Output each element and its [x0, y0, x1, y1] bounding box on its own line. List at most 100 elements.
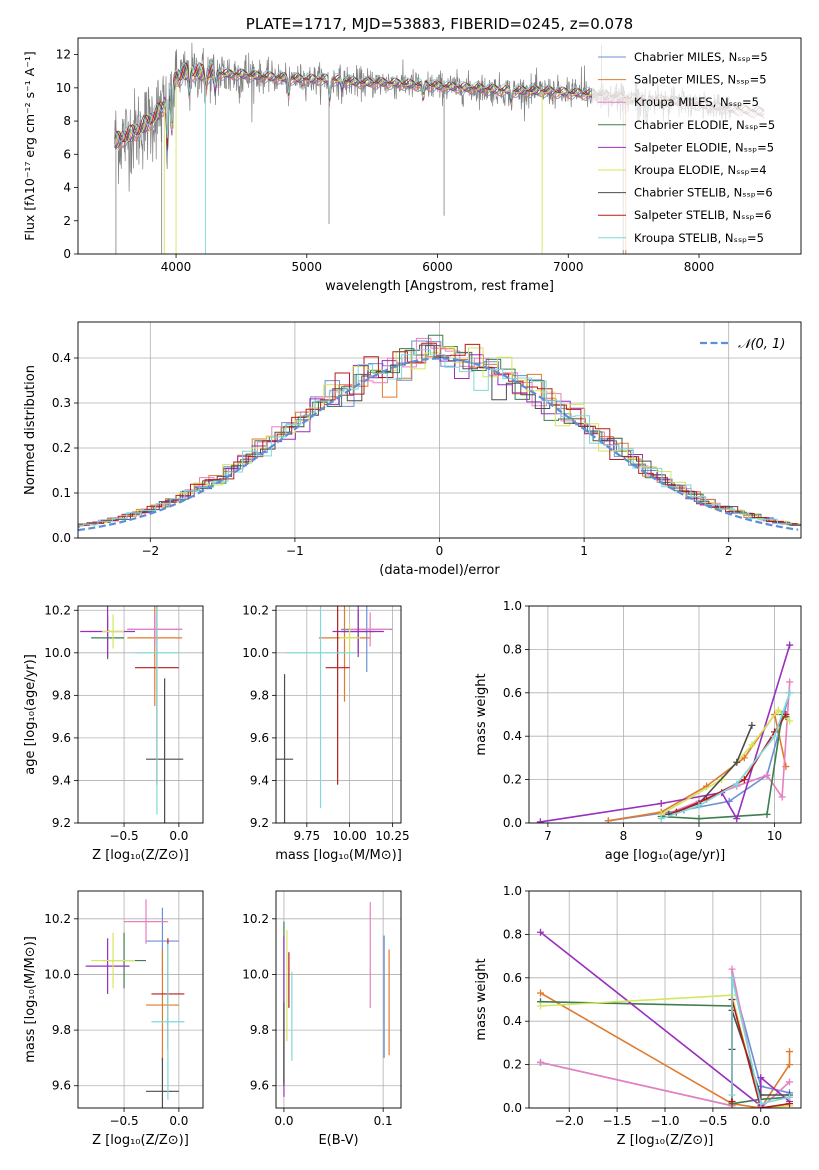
y-tick-label: 9.2 [250, 816, 269, 830]
x-axis-label: Z [log₁₀(Z/Z⊙)] [92, 1133, 189, 1148]
y-tick-label: 8 [63, 114, 71, 128]
y-tick-label: 0 [63, 247, 71, 261]
y-tick-label: 0.2 [503, 773, 522, 787]
y-tick-label: 4 [63, 181, 71, 195]
legend-entry: Chabrier ELODIE, Nₛₛₚ=5 [634, 118, 775, 132]
y-tick-label: 0.4 [503, 729, 522, 743]
weight-marker [733, 780, 741, 788]
errorbar-point [349, 612, 391, 647]
y-tick-label: 0.0 [52, 531, 71, 545]
y-tick-label: 10.0 [242, 967, 269, 981]
x-tick-label: 8000 [684, 260, 715, 274]
x-tick-label: 1 [580, 544, 588, 558]
legend: 𝒩(0, 1) [700, 337, 785, 352]
x-tick-label: −0.5 [109, 829, 138, 843]
y-tick-label: 10.0 [44, 646, 71, 660]
chart-title: PLATE=1717, MJD=53883, FIBERID=0245, z=0… [246, 15, 633, 33]
y-tick-label: 0.4 [52, 351, 71, 365]
weight-series-2 [660, 681, 791, 818]
x-tick-label: 10 [767, 829, 782, 843]
weight-marker [536, 928, 544, 936]
x-axis-label: Z [log₁₀(Z/Z⊙)] [617, 1133, 714, 1148]
panel-age-vs-mass: 9.75 10.00 10.25 9.2 9.4 9.6 9.8 10.0 10.2 mass [… [242, 603, 409, 863]
weight-marker [695, 815, 703, 823]
weight-marker [695, 802, 703, 810]
weight-marker [748, 741, 756, 749]
errorbar-point [91, 932, 136, 989]
y-tick-label: 0.0 [503, 1101, 522, 1115]
weight-marker [763, 771, 771, 779]
legend-entry: Kroupa STELIB, Nₛₛₚ=5 [634, 231, 764, 245]
axes-frame [77, 37, 802, 255]
x-axis-label: age [log₁₀(age/yr)] [605, 848, 726, 863]
x-tick-label: −1.0 [650, 1114, 679, 1128]
legend-entry: Kroupa ELODIE, Nₛₛₚ=4 [634, 163, 767, 177]
y-tick-label: 9.8 [250, 688, 269, 702]
axes-frame [275, 605, 402, 824]
y-tick-label: 0.8 [503, 927, 522, 941]
plot-area [536, 928, 794, 1108]
x-tick-label: 6000 [422, 260, 453, 274]
errorbar-point [145, 678, 184, 823]
x-tick-label: −2.0 [555, 1114, 584, 1128]
weight-marker [786, 689, 794, 697]
x-tick-label: 0.0 [169, 829, 188, 843]
panel-age-vs-Z: −0.5 0.0 9.2 9.4 9.6 9.8 10.0 10.2 Z [log₁₀(Z/Z⊙… [23, 603, 204, 863]
errorbar-point [151, 943, 185, 1100]
errorbar-point [135, 606, 179, 815]
panel-weight-vs-Z: −2.0 −1.5 −1.0 −0.5 0.0 0.0 0.2 0.4 0.6 0.8 1.0 Z [… [474, 884, 802, 1148]
histogram-7 [78, 342, 798, 526]
y-tick-label: 9.6 [52, 731, 71, 745]
y-tick-label: 2 [63, 214, 71, 228]
panel-residuals: 𝒩(0, 1) −2 −1 0 1 2 0.0 0.1 0.2 0.3 0.4 (data-model… [23, 321, 802, 578]
weight-marker [536, 1058, 544, 1066]
axes-frame [77, 605, 204, 824]
x-tick-label: 2 [725, 544, 733, 558]
weight-marker [763, 810, 771, 818]
y-tick-label: 10.0 [242, 646, 269, 660]
x-tick-label: 4000 [161, 260, 192, 274]
errorbar-point [145, 949, 179, 1061]
weight-marker [604, 817, 612, 823]
y-tick-label: 9.4 [52, 773, 71, 787]
x-tick-label: −0.5 [109, 1114, 138, 1128]
axes-frame [77, 890, 204, 1109]
weight-marker [536, 989, 544, 997]
plot-area [85, 899, 185, 1108]
x-tick-label: 0.0 [169, 1114, 188, 1128]
y-tick-label: 0.8 [503, 642, 522, 656]
weight-marker [740, 754, 748, 762]
weight-marker [757, 1074, 765, 1082]
weight-marker [774, 706, 782, 714]
y-tick-label: 10 [56, 81, 71, 95]
axes-frame [275, 890, 402, 1109]
x-axis-label: mass [log₁₀(M/M⊙)] [275, 848, 402, 863]
weight-marker [740, 776, 748, 784]
weight-marker [733, 815, 741, 823]
y-tick-label: 9.8 [250, 1023, 269, 1037]
weight-marker [782, 711, 790, 718]
errorbar-point [286, 606, 355, 809]
histogram-6 [78, 344, 796, 526]
errorbar-point [127, 612, 183, 647]
y-tick-label: 1.0 [503, 884, 522, 898]
weight-marker [786, 1048, 794, 1056]
y-tick-label: 10.2 [44, 603, 71, 617]
x-tick-label: 8 [620, 829, 628, 843]
y-tick-label: 9.2 [52, 816, 71, 830]
weight-marker [728, 1091, 736, 1099]
y-axis-label: age [log₁₀(age/yr)] [23, 654, 38, 775]
y-tick-label: 6 [63, 147, 71, 161]
weight-series-8 [731, 977, 790, 1105]
legend-entry: Kroupa MILES, Nₛₛₚ=5 [634, 95, 759, 109]
errorbar-point [332, 606, 384, 658]
plot-area [276, 606, 393, 823]
weight-marker [786, 1100, 794, 1108]
errorbar-point [276, 674, 294, 823]
x-tick-label: −2 [141, 544, 159, 558]
normal-curve-line [78, 357, 799, 532]
weight-marker [778, 793, 786, 801]
x-tick-label: −1.5 [603, 1114, 632, 1128]
legend-entry: Salpeter STELIB, Nₛₛₚ=6 [634, 208, 772, 222]
